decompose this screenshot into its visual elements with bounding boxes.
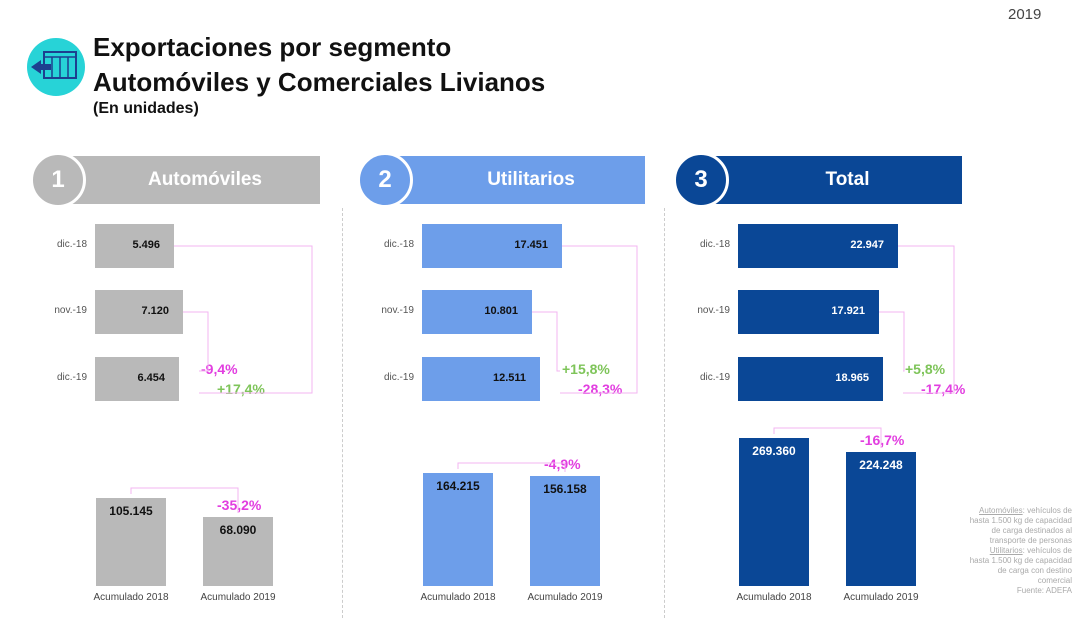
monthly-change-1: +5,8% <box>905 361 946 377</box>
connector-nov-dic <box>879 311 905 372</box>
accumulated-bar <box>96 498 166 586</box>
footnote: Automóviles: vehículos de hasta 1.500 kg… <box>968 506 1072 596</box>
connector-dic18-dic19 <box>174 245 313 394</box>
month-bar-value: 18.965 <box>835 372 869 384</box>
page-title: Exportaciones por segmento <box>93 32 452 62</box>
accumulated-bar <box>203 517 273 586</box>
month-bar-value: 17.451 <box>514 239 548 251</box>
month-bar-value: 6.454 <box>137 372 165 384</box>
segment-header-3: Total <box>703 156 962 204</box>
footnote-def-utilitarios: : vehículos de hasta 1.500 kg de capacid… <box>969 546 1072 585</box>
accumulated-category-label: Acumulado 2019 <box>843 592 919 603</box>
month-label: nov.-19 <box>381 305 414 316</box>
month-label: nov.-19 <box>54 305 87 316</box>
connector-accumulated <box>130 487 239 513</box>
footnote-source: Fuente: ADEFA <box>1016 586 1072 595</box>
month-bar-value: 17.921 <box>831 305 865 317</box>
connector-nov-dic <box>183 311 209 372</box>
accumulated-change: -35,2% <box>217 497 262 513</box>
month-label: nov.-19 <box>697 305 730 316</box>
accumulated-bar-value: 164.215 <box>436 479 480 493</box>
month-label: dic.-19 <box>699 372 730 383</box>
page-title-line2: Automóviles y Comerciales Livianos <box>93 67 546 97</box>
accumulated-category-label: Acumulado 2018 <box>93 592 169 603</box>
segment-number-badge: 1 <box>30 152 86 208</box>
column-divider <box>664 208 665 618</box>
accumulated-bar-value: 156.158 <box>543 482 587 496</box>
accumulated-bar <box>530 476 600 586</box>
accumulated-bar <box>423 473 493 586</box>
accumulated-change: -4,9% <box>544 456 581 472</box>
month-bar <box>95 357 179 401</box>
footnote-def-autos: : vehículos de hasta 1.500 kg de capacid… <box>969 506 1072 545</box>
month-label: dic.-18 <box>383 239 414 250</box>
accumulated-bar-value: 224.248 <box>859 458 903 472</box>
segment-header-2: Utilitarios <box>387 156 645 204</box>
month-bar <box>738 357 883 401</box>
accumulated-bar-value: 269.360 <box>752 444 796 458</box>
month-bar <box>422 357 540 401</box>
month-bar-value: 22.947 <box>850 239 884 251</box>
month-bar-value: 10.801 <box>484 305 518 317</box>
connector-dic18-dic19 <box>560 245 638 394</box>
connector-dic18-dic19 <box>898 245 955 394</box>
connector-accumulated <box>773 427 882 448</box>
segment-number-badge: 2 <box>357 152 413 208</box>
month-bar-value: 12.511 <box>492 372 526 384</box>
month-bar <box>422 290 532 334</box>
footnote-term-autos: Automóviles <box>979 506 1023 515</box>
accumulated-bar-value: 105.145 <box>109 504 153 518</box>
export-warehouse-icon <box>27 38 85 96</box>
month-label: dic.-18 <box>56 239 87 250</box>
month-label: dic.-18 <box>699 239 730 250</box>
segment-header-1: Automóviles <box>60 156 320 204</box>
footnote-term-utilitarios: Utilitarios <box>989 546 1023 555</box>
connector-nov-dic <box>532 311 560 372</box>
accumulated-category-label: Acumulado 2019 <box>200 592 276 603</box>
accumulated-bar-value: 68.090 <box>219 523 257 537</box>
connector-accumulated <box>457 462 566 472</box>
accumulated-category-label: Acumulado 2018 <box>736 592 812 603</box>
accumulated-category-label: Acumulado 2019 <box>527 592 603 603</box>
month-label: dic.-19 <box>56 372 87 383</box>
monthly-change-1: -9,4% <box>201 361 238 377</box>
month-bar <box>738 290 879 334</box>
monthly-change-1: +15,8% <box>562 361 610 377</box>
accumulated-bar <box>846 452 916 586</box>
month-bar <box>95 224 174 268</box>
column-divider <box>342 208 343 618</box>
accumulated-change: -16,7% <box>860 432 905 448</box>
month-label: dic.-19 <box>383 372 414 383</box>
year-label: 2019 <box>1008 6 1042 23</box>
segment-number-badge: 3 <box>673 152 729 208</box>
month-bar-value: 5.496 <box>132 239 160 251</box>
month-bar-value: 7.120 <box>141 305 169 317</box>
month-bar <box>95 290 183 334</box>
accumulated-bar <box>739 438 809 586</box>
month-bar <box>422 224 562 268</box>
accumulated-category-label: Acumulado 2018 <box>420 592 496 603</box>
page-subtitle: (En unidades) <box>93 100 199 117</box>
month-bar <box>738 224 898 268</box>
